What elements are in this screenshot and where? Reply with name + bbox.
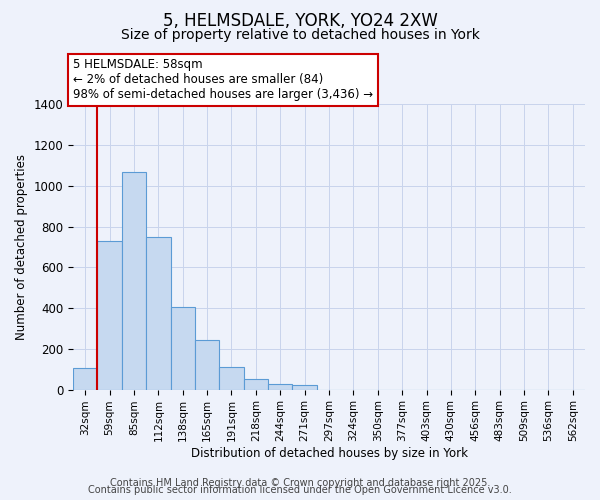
Bar — [220, 366, 244, 390]
Bar — [244, 379, 268, 390]
Bar — [195, 340, 220, 390]
Text: 5, HELMSDALE, YORK, YO24 2XW: 5, HELMSDALE, YORK, YO24 2XW — [163, 12, 437, 30]
Y-axis label: Number of detached properties: Number of detached properties — [15, 154, 28, 340]
X-axis label: Distribution of detached houses by size in York: Distribution of detached houses by size … — [191, 447, 467, 460]
Text: Size of property relative to detached houses in York: Size of property relative to detached ho… — [121, 28, 479, 42]
Text: Contains HM Land Registry data © Crown copyright and database right 2025.: Contains HM Land Registry data © Crown c… — [110, 478, 490, 488]
Bar — [170, 307, 195, 390]
Text: 5 HELMSDALE: 58sqm
← 2% of detached houses are smaller (84)
98% of semi-detached: 5 HELMSDALE: 58sqm ← 2% of detached hous… — [73, 58, 373, 102]
Bar — [268, 384, 292, 390]
Bar — [122, 172, 146, 390]
Bar — [146, 237, 170, 390]
Text: Contains public sector information licensed under the Open Government Licence v3: Contains public sector information licen… — [88, 485, 512, 495]
Bar — [97, 241, 122, 390]
Bar — [73, 368, 97, 390]
Bar — [292, 385, 317, 390]
